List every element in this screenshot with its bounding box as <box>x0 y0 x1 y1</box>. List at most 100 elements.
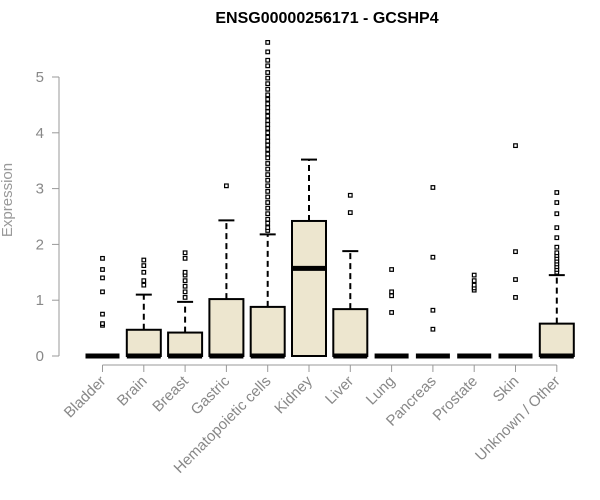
outlier-point <box>347 192 353 198</box>
outlier-point <box>100 321 105 327</box>
outlier-point <box>513 295 518 300</box>
box-body <box>208 298 245 358</box>
box-hematopoietic-cells <box>249 40 286 359</box>
box-prostate <box>457 272 492 359</box>
outlier-point <box>182 255 188 261</box>
outlier-point <box>265 172 271 178</box>
outlier-point <box>265 205 271 211</box>
outlier-point <box>265 75 271 81</box>
outlier-point <box>265 92 271 98</box>
x-category-label: Bladder <box>61 373 110 422</box>
outlier-point <box>265 63 271 69</box>
y-tick-label: 4 <box>36 125 44 142</box>
x-category-label: Liver <box>322 373 357 408</box>
outlier-point <box>265 161 271 166</box>
x-category-label: Prostate <box>429 373 481 425</box>
outlier-point <box>265 147 271 152</box>
outlier-point <box>141 282 147 288</box>
outlier-point <box>265 122 271 127</box>
outlier-point <box>141 263 147 269</box>
outlier-point <box>224 183 229 189</box>
box-body <box>291 219 327 357</box>
box-liver <box>332 192 369 359</box>
outlier-point <box>513 249 518 255</box>
box-body <box>167 331 204 357</box>
outlier-point <box>554 250 560 256</box>
outlier-point <box>141 269 147 275</box>
outlier-point <box>265 40 271 45</box>
outlier-point <box>100 289 105 295</box>
box-body <box>332 308 369 357</box>
outlier-point <box>265 142 271 148</box>
y-axis-label: Expression <box>0 163 16 237</box>
box-breast <box>167 250 204 359</box>
box-body <box>249 305 286 357</box>
outlier-point <box>182 250 188 256</box>
chart-title: ENSG00000256171 - GCSHP4 <box>215 10 438 27</box>
outlier-point <box>554 244 560 250</box>
outlier-point <box>100 255 105 261</box>
y-axis: 0 1 2 3 4 5 <box>36 69 60 365</box>
outlier-point <box>265 183 271 189</box>
outlier-point <box>265 109 271 114</box>
outlier-point <box>265 188 271 194</box>
outlier-point <box>265 70 271 75</box>
outlier-point <box>182 289 188 295</box>
outlier-point <box>430 307 436 313</box>
outlier-point <box>513 277 518 282</box>
y-tick-label: 2 <box>36 236 44 253</box>
box-body <box>538 322 575 357</box>
outlier-point <box>265 118 271 123</box>
outlier-point <box>265 101 271 107</box>
outlier-point <box>389 293 394 299</box>
y-tick-label: 5 <box>36 69 44 86</box>
outlier-point <box>471 282 477 288</box>
outlier-point <box>182 295 188 300</box>
box-body <box>125 328 162 357</box>
boxes-group <box>85 40 575 359</box>
outlier-point <box>265 49 271 55</box>
outlier-point <box>554 225 560 231</box>
outlier-point <box>100 275 105 281</box>
outlier-point <box>471 272 477 278</box>
y-tick-label: 0 <box>36 348 44 365</box>
outlier-point <box>100 267 105 272</box>
box-pancreas <box>415 185 450 359</box>
x-category-label: Lung <box>363 373 399 409</box>
outlier-point <box>513 143 518 149</box>
outlier-point <box>554 190 560 195</box>
outlier-point <box>141 257 147 263</box>
outlier-point <box>265 125 271 131</box>
box-lung <box>374 267 409 359</box>
box-gastric <box>208 183 245 359</box>
outlier-point <box>430 326 436 332</box>
outlier-point <box>265 105 271 111</box>
outlier-point <box>265 113 271 119</box>
outlier-point <box>100 311 105 317</box>
outlier-point <box>182 269 188 275</box>
outlier-point <box>265 211 271 217</box>
y-tick-label: 3 <box>36 181 44 198</box>
outlier-point <box>265 138 271 144</box>
x-category-label: Kidney <box>271 372 316 417</box>
outlier-point <box>389 310 394 315</box>
outlier-point <box>265 155 271 161</box>
outlier-point <box>471 278 477 284</box>
box-bladder <box>85 255 120 359</box>
box-skin <box>498 143 533 359</box>
outlier-point <box>265 194 271 200</box>
outlier-point <box>182 283 188 289</box>
outlier-point <box>182 278 188 284</box>
x-category-label: Skin <box>490 373 523 406</box>
outlier-point <box>265 166 271 172</box>
outlier-point <box>265 216 271 222</box>
outlier-point <box>554 211 560 217</box>
outlier-point <box>141 278 147 284</box>
outlier-point <box>265 200 271 205</box>
x-category-label: Brain <box>114 373 151 410</box>
outlier-point <box>265 225 271 231</box>
outlier-point <box>554 200 560 205</box>
outlier-point <box>265 86 271 92</box>
outlier-point <box>265 96 271 102</box>
